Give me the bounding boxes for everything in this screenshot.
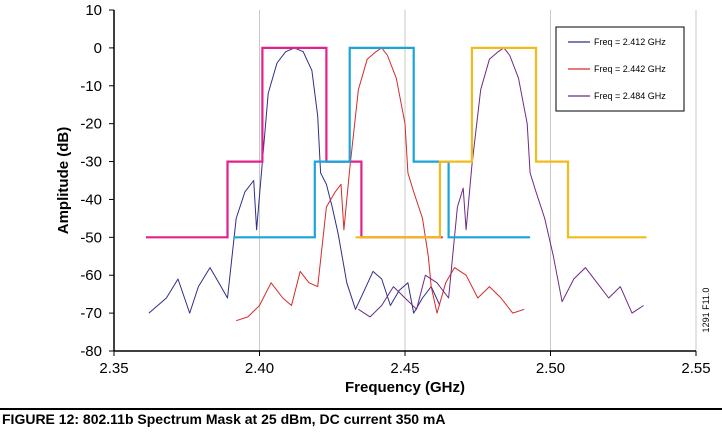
legend-entry: Freq = 2.484 GHz bbox=[594, 91, 666, 101]
figure-caption: FIGURE 12: 802.11b Spectrum Mask at 25 d… bbox=[2, 411, 446, 427]
mask-line-3 bbox=[146, 46, 443, 239]
y-tick-label: -30 bbox=[80, 154, 102, 171]
spectrum-line-2 bbox=[358, 47, 644, 318]
x-axis-ticks: 2.35 2.40 2.45 2.50 2.55 bbox=[99, 351, 711, 377]
legend-entry: Freq = 2.442 GHz bbox=[594, 64, 666, 74]
y-tick-label: -10 bbox=[80, 78, 102, 95]
x-tick-label: 2.55 bbox=[681, 360, 710, 377]
mask-line-4 bbox=[233, 46, 531, 239]
y-tick-label: -60 bbox=[80, 267, 102, 284]
legend: Freq = 2.412 GHz Freq = 2.442 GHz Freq = 2… bbox=[555, 26, 685, 112]
figure-side-note: 1291 F11.0 bbox=[701, 288, 711, 333]
y-tick-label: -20 bbox=[80, 116, 102, 133]
x-tick-label: 2.50 bbox=[536, 360, 565, 377]
legend-entry: Freq = 2.412 GHz bbox=[594, 37, 666, 47]
x-tick-label: 2.45 bbox=[390, 360, 419, 377]
x-tick-label: 2.35 bbox=[99, 360, 128, 377]
y-axis-title: Amplitude (dB) bbox=[55, 127, 72, 234]
y-tick-label: -40 bbox=[80, 191, 102, 208]
y-tick-label: 10 bbox=[85, 2, 102, 19]
y-tick-label: -50 bbox=[80, 229, 102, 246]
y-tick-label: -70 bbox=[80, 305, 102, 322]
series-layer bbox=[146, 46, 647, 322]
y-axis-ticks: 10 0 -10 -20 -30 -40 -50 -60 -70 -80 bbox=[80, 2, 114, 360]
caption-rule bbox=[0, 408, 722, 410]
y-tick-label: -80 bbox=[80, 343, 102, 360]
spectrum-line-0 bbox=[148, 47, 441, 314]
gridlines bbox=[259, 10, 697, 351]
spectrum-chart: 2.35 2.40 2.45 2.50 2.55 10 0 -10 -20 -30 -40 -50 -… bbox=[55, 2, 711, 396]
x-tick-label: 2.40 bbox=[245, 360, 274, 377]
mask-line-5 bbox=[355, 46, 647, 239]
y-tick-label: 0 bbox=[94, 40, 102, 57]
x-axis-title: Frequency (GHz) bbox=[345, 379, 465, 396]
